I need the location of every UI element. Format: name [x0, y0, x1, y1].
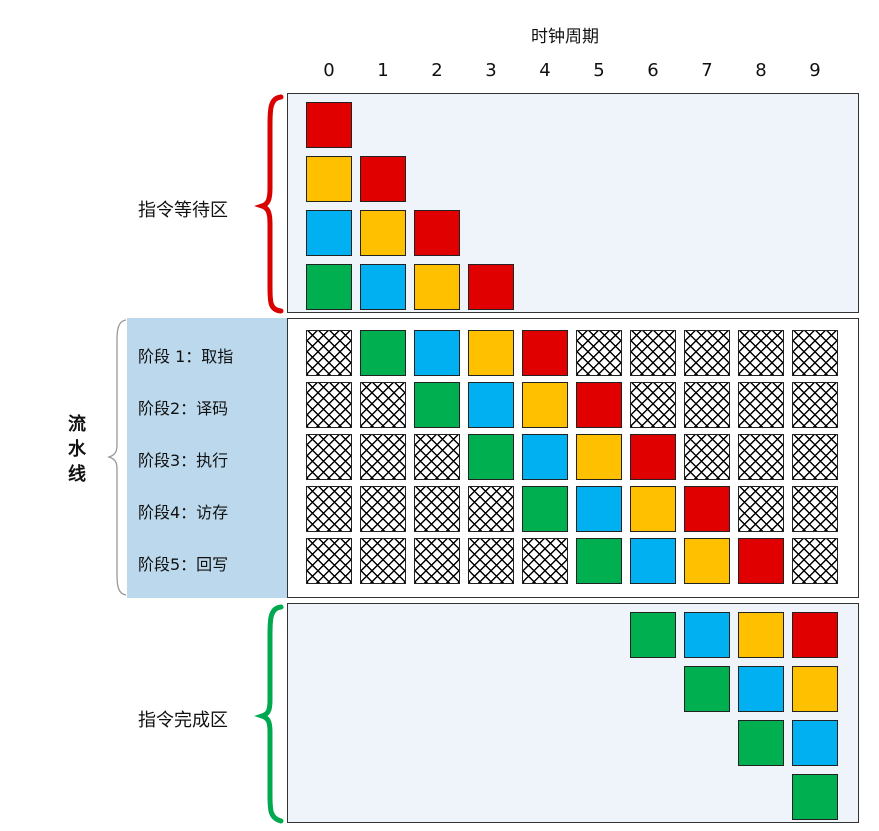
clock-number: 2 [431, 60, 443, 81]
clock-title: 时钟周期 [531, 27, 599, 47]
completed-instruction-block [792, 774, 838, 820]
pipeline-instruction-block [522, 434, 568, 480]
pipeline-instruction-block [576, 538, 622, 584]
waiting-instruction-block [360, 156, 406, 202]
pipeline-empty-slot [306, 330, 352, 376]
pipeline-empty-slot [306, 434, 352, 480]
waiting-instruction-block [414, 210, 460, 256]
waiting-instruction-block [360, 264, 406, 310]
pipeline-empty-slot [468, 486, 514, 532]
pipeline-empty-slot [738, 486, 784, 532]
completed-instruction-block [630, 612, 676, 658]
completed-instruction-block [792, 666, 838, 712]
pipeline-empty-slot [414, 538, 460, 584]
waiting-instruction-block [468, 264, 514, 310]
waiting-instruction-block [306, 264, 352, 310]
pipeline-instruction-block [684, 486, 730, 532]
completed-zone-bracket [254, 604, 284, 824]
pipeline-empty-slot [360, 486, 406, 532]
waiting-zone-bracket [254, 94, 284, 314]
stage-label: 阶段2：译码 [138, 399, 229, 418]
pipeline-label: 流水线 [68, 414, 86, 485]
pipeline-empty-slot [414, 486, 460, 532]
stage-label: 阶段 1：取指 [138, 347, 234, 366]
pipeline-instruction-block [576, 382, 622, 428]
pipeline-empty-slot [630, 382, 676, 428]
waiting-zone-label: 指令等待区 [138, 200, 228, 221]
pipeline-empty-slot [414, 434, 460, 480]
pipeline-empty-slot [522, 538, 568, 584]
pipeline-instruction-block [468, 382, 514, 428]
clock-number: 7 [701, 60, 713, 81]
stage-label: 阶段5：回写 [138, 555, 229, 574]
completed-instruction-block [738, 612, 784, 658]
clock-number: 4 [539, 60, 551, 81]
pipeline-empty-slot [684, 382, 730, 428]
clock-number: 6 [647, 60, 659, 81]
waiting-instruction-block [360, 210, 406, 256]
waiting-instruction-block [414, 264, 460, 310]
pipeline-empty-slot [684, 434, 730, 480]
pipeline-instruction-block [468, 434, 514, 480]
pipeline-empty-slot [360, 434, 406, 480]
clock-number: 3 [485, 60, 497, 81]
stage-label-band [127, 318, 287, 598]
pipeline-empty-slot [792, 434, 838, 480]
pipeline-instruction-block [576, 486, 622, 532]
completed-instruction-block [684, 612, 730, 658]
clock-number: 5 [593, 60, 605, 81]
pipeline-instruction-block [360, 330, 406, 376]
clock-number: 1 [377, 60, 389, 81]
completed-instruction-block [738, 720, 784, 766]
pipeline-empty-slot [360, 382, 406, 428]
pipeline-instruction-block [522, 330, 568, 376]
completed-instruction-block [792, 720, 838, 766]
pipeline-instruction-block [414, 330, 460, 376]
pipeline-empty-slot [738, 434, 784, 480]
stage-label: 阶段3：执行 [138, 451, 229, 470]
completed-instruction-block [792, 612, 838, 658]
pipeline-empty-slot [792, 382, 838, 428]
pipeline-empty-slot [684, 330, 730, 376]
pipeline-empty-slot [306, 382, 352, 428]
pipeline-empty-slot [306, 486, 352, 532]
pipeline-empty-slot [630, 330, 676, 376]
pipeline-instruction-block [684, 538, 730, 584]
clock-number: 8 [755, 60, 767, 81]
pipeline-instruction-block [738, 538, 784, 584]
pipeline-empty-slot [306, 538, 352, 584]
pipeline-empty-slot [792, 330, 838, 376]
completed-instruction-block [684, 666, 730, 712]
pipeline-instruction-block [630, 538, 676, 584]
pipeline-instruction-block [576, 434, 622, 480]
stage-label: 阶段4：访存 [138, 503, 229, 522]
waiting-instruction-block [306, 156, 352, 202]
pipeline-empty-slot [792, 538, 838, 584]
pipeline-instruction-block [522, 382, 568, 428]
waiting-instruction-block [306, 102, 352, 148]
clock-number: 9 [809, 60, 821, 81]
pipeline-empty-slot [792, 486, 838, 532]
pipeline-empty-slot [468, 538, 514, 584]
pipeline-instruction-block [630, 434, 676, 480]
pipeline-instruction-block [630, 486, 676, 532]
pipeline-instruction-block [468, 330, 514, 376]
pipeline-instruction-block [414, 382, 460, 428]
clock-number: 0 [323, 60, 335, 81]
pipeline-instruction-block [522, 486, 568, 532]
pipeline-empty-slot [738, 382, 784, 428]
pipeline-empty-slot [738, 330, 784, 376]
pipeline-empty-slot [576, 330, 622, 376]
completed-zone-label: 指令完成区 [138, 710, 228, 731]
completed-instruction-block [738, 666, 784, 712]
waiting-instruction-block [306, 210, 352, 256]
pipeline-empty-slot [360, 538, 406, 584]
pipeline-bracket [106, 319, 127, 596]
